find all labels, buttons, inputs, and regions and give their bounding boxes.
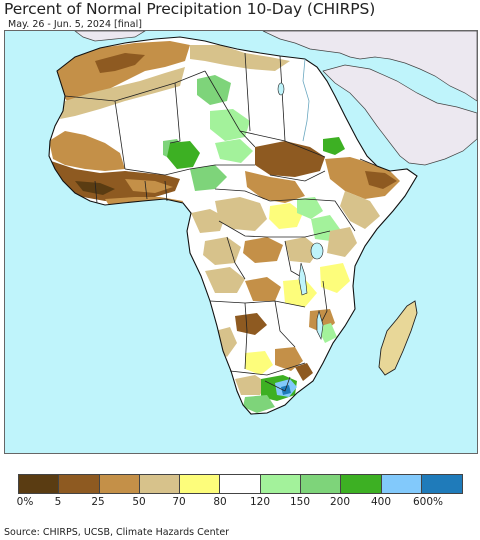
legend-labels: 0% 5 25 50 70 80 120 150 200 400 600% (0, 496, 480, 510)
map-title: Percent of Normal Precipitation 10-Day (… (4, 0, 376, 18)
arabian-peninsula (322, 64, 477, 166)
legend-swatch (59, 475, 100, 493)
legend-swatch (260, 475, 302, 493)
source-credit: Source: CHIRPS, UCSB, Climate Hazards Ce… (4, 527, 230, 538)
legend-label: 400 (370, 496, 392, 508)
legend-swatch (180, 475, 221, 493)
legend-label: 70 (172, 496, 186, 508)
legend-swatch (99, 475, 140, 493)
great-lakes (277, 82, 324, 340)
legend-label: 200 (329, 496, 351, 508)
country-borders (64, 52, 378, 392)
legend-label: 150 (289, 496, 311, 508)
legend-label: 50 (132, 496, 146, 508)
madagascar (378, 300, 418, 376)
legend-swatch (19, 475, 60, 493)
legend-swatch (301, 475, 342, 493)
nile-river (302, 58, 310, 142)
date-range-subtitle: May. 26 - Jun. 5, 2024 [final] (6, 19, 144, 30)
legend-label: 600% (412, 496, 444, 508)
iberia-italy-fragment (74, 31, 146, 42)
precipitation-map (4, 30, 478, 454)
legend-label: 80 (213, 496, 227, 508)
legend-swatch (381, 475, 422, 493)
legend-swatch (341, 475, 382, 493)
legend-swatch (220, 475, 261, 493)
legend-label: 25 (91, 496, 105, 508)
legend-label: 0% (16, 496, 34, 508)
legend-swatch (139, 475, 181, 493)
legend-label: 120 (249, 496, 271, 508)
legend-color-bar (18, 474, 464, 494)
legend-swatch (421, 475, 463, 493)
legend-label: 5 (54, 496, 62, 508)
non-africa-land-north (262, 31, 477, 102)
